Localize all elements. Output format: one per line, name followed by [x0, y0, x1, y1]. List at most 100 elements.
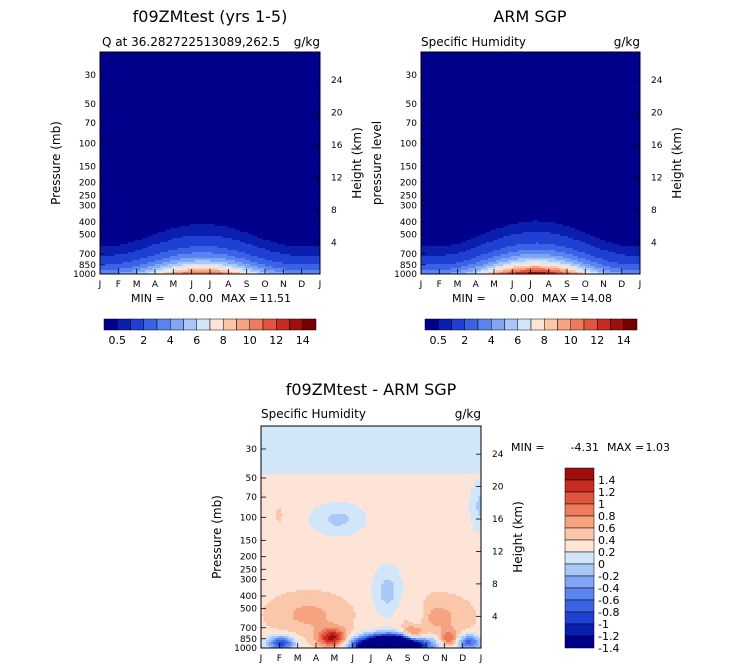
heat-cell [210, 106, 213, 109]
heat-cell [102, 234, 106, 237]
heat-cell [127, 72, 131, 75]
heat-cell [185, 260, 188, 263]
heat-cell [152, 218, 156, 221]
heat-cell [137, 150, 141, 153]
heat-cell [132, 78, 136, 81]
heat-cell [210, 158, 213, 161]
heat-cell [187, 200, 191, 203]
heat-cell [185, 164, 188, 167]
heat-cell [130, 130, 133, 133]
heat-cell [200, 76, 203, 79]
heat-cell [205, 184, 208, 187]
heat-cell [162, 72, 166, 75]
heat-cell [177, 84, 181, 87]
heat-cell [130, 188, 133, 191]
heat-cell [115, 118, 118, 121]
heat-cell [145, 122, 148, 125]
heat-cell [175, 60, 178, 63]
heat-cell [147, 232, 151, 235]
heat-cell [170, 158, 173, 161]
heat-cell [155, 72, 158, 75]
heat-cell [205, 216, 208, 219]
heat-cell [150, 234, 153, 237]
heat-cell [100, 200, 103, 203]
heat-cell [175, 186, 178, 189]
heat-cell [105, 260, 108, 263]
heat-cell [112, 200, 116, 203]
heat-cell [160, 228, 163, 231]
heat-cell [100, 202, 103, 205]
heat-cell [115, 190, 118, 193]
heat-cell [160, 102, 163, 105]
heat-cell [205, 264, 208, 267]
heat-cell [137, 148, 141, 151]
heat-cell [160, 76, 163, 79]
heat-cell [132, 200, 136, 203]
heat-cell [210, 120, 213, 123]
heat-cell [157, 190, 161, 193]
heat-cell [107, 180, 111, 183]
heat-cell [192, 96, 196, 99]
heat-cell [202, 128, 206, 131]
heat-cell [185, 72, 188, 75]
heat-cell [122, 236, 126, 239]
heat-cell [200, 170, 203, 173]
heat-cell [162, 142, 166, 145]
heat-cell [167, 52, 171, 55]
heat-cell [162, 98, 166, 101]
heat-cell [180, 126, 183, 129]
heat-cell [160, 212, 163, 215]
heat-cell [210, 78, 213, 81]
heat-cell [120, 146, 123, 149]
heat-cell [112, 204, 116, 207]
heat-cell [137, 198, 141, 201]
heat-cell [197, 132, 201, 135]
heat-cell [210, 102, 213, 105]
heat-cell [162, 240, 166, 243]
heat-cell [112, 252, 116, 255]
heat-cell [102, 204, 106, 207]
heat-cell [170, 250, 173, 253]
heat-cell [135, 150, 138, 153]
heat-cell [110, 238, 113, 241]
heat-cell [207, 204, 211, 207]
heat-cell [187, 60, 191, 63]
heat-cell [117, 122, 121, 125]
heat-cell [100, 178, 103, 181]
heat-cell [147, 148, 151, 151]
heat-cell [157, 214, 161, 217]
heat-cell [145, 98, 148, 101]
heat-cell [207, 170, 211, 173]
heat-cell [195, 232, 198, 235]
heat-cell [112, 112, 116, 115]
heat-cell [112, 196, 116, 199]
heat-cell [100, 80, 103, 83]
heat-cell [137, 64, 141, 67]
heat-cell [200, 100, 203, 103]
heat-cell [150, 82, 153, 85]
heat-cell [127, 160, 131, 163]
heat-cell [150, 92, 153, 95]
heat-cell [182, 242, 186, 245]
heat-cell [202, 64, 206, 67]
heat-cell [207, 62, 211, 65]
heat-cell [180, 260, 183, 263]
heat-cell [187, 104, 191, 107]
heat-cell [170, 234, 173, 237]
heat-cell [162, 100, 166, 103]
heat-cell [205, 198, 208, 201]
heat-cell [105, 110, 108, 113]
heat-cell [160, 82, 163, 85]
heat-cell [105, 90, 108, 93]
heat-cell [180, 112, 183, 115]
heat-cell [195, 136, 198, 139]
heat-cell [135, 260, 138, 263]
heat-cell [190, 246, 193, 249]
heat-cell [177, 150, 181, 153]
heat-cell [180, 256, 183, 259]
heat-cell [180, 138, 183, 141]
heat-cell [152, 52, 156, 55]
heat-cell [185, 68, 188, 71]
heat-cell [152, 188, 156, 191]
heat-cell [180, 142, 183, 145]
